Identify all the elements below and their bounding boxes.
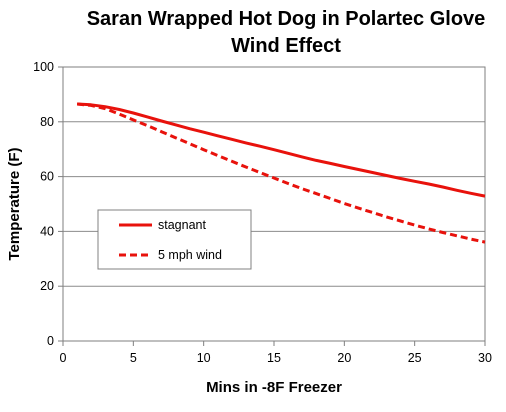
x-tick-label: 5 (130, 351, 137, 365)
chart-title-line-2: Wind Effect (231, 35, 341, 57)
x-tick-label: 0 (60, 351, 67, 365)
x-tick-label: 15 (267, 351, 281, 365)
y-axis-label: Temperature (F) (6, 147, 23, 260)
x-axis-ticks: 0 5 10 15 20 25 30 (60, 341, 492, 365)
chart-title-line-1: Saran Wrapped Hot Dog in Polartec Glove (87, 8, 486, 30)
x-tick-label: 30 (478, 351, 492, 365)
x-tick-label: 20 (337, 351, 351, 365)
x-tick-label: 25 (408, 351, 422, 365)
x-axis-label: Mins in -8F Freezer (206, 379, 342, 396)
series-line-5-mph-wind (76, 102, 486, 244)
y-tick-label: 20 (40, 279, 54, 293)
legend-box (97, 209, 252, 270)
legend-label-5-mph-wind: 5 mph wind (158, 248, 222, 262)
y-axis-ticks: 0 20 40 60 80 100 (33, 60, 63, 348)
y-tick-label: 100 (33, 60, 54, 74)
series-lines (76, 102, 486, 244)
legend: stagnant 5 mph wind (97, 209, 252, 270)
y-tick-label: 80 (40, 115, 54, 129)
y-tick-label: 40 (40, 224, 54, 238)
gridlines (63, 66, 485, 342)
legend-label-stagnant: stagnant (158, 218, 206, 232)
x-tick-label: 10 (197, 351, 211, 365)
series-line-stagnant (77, 102, 486, 198)
y-tick-label: 0 (47, 334, 54, 348)
plot-area (62, 66, 486, 342)
y-tick-label: 60 (40, 170, 54, 184)
